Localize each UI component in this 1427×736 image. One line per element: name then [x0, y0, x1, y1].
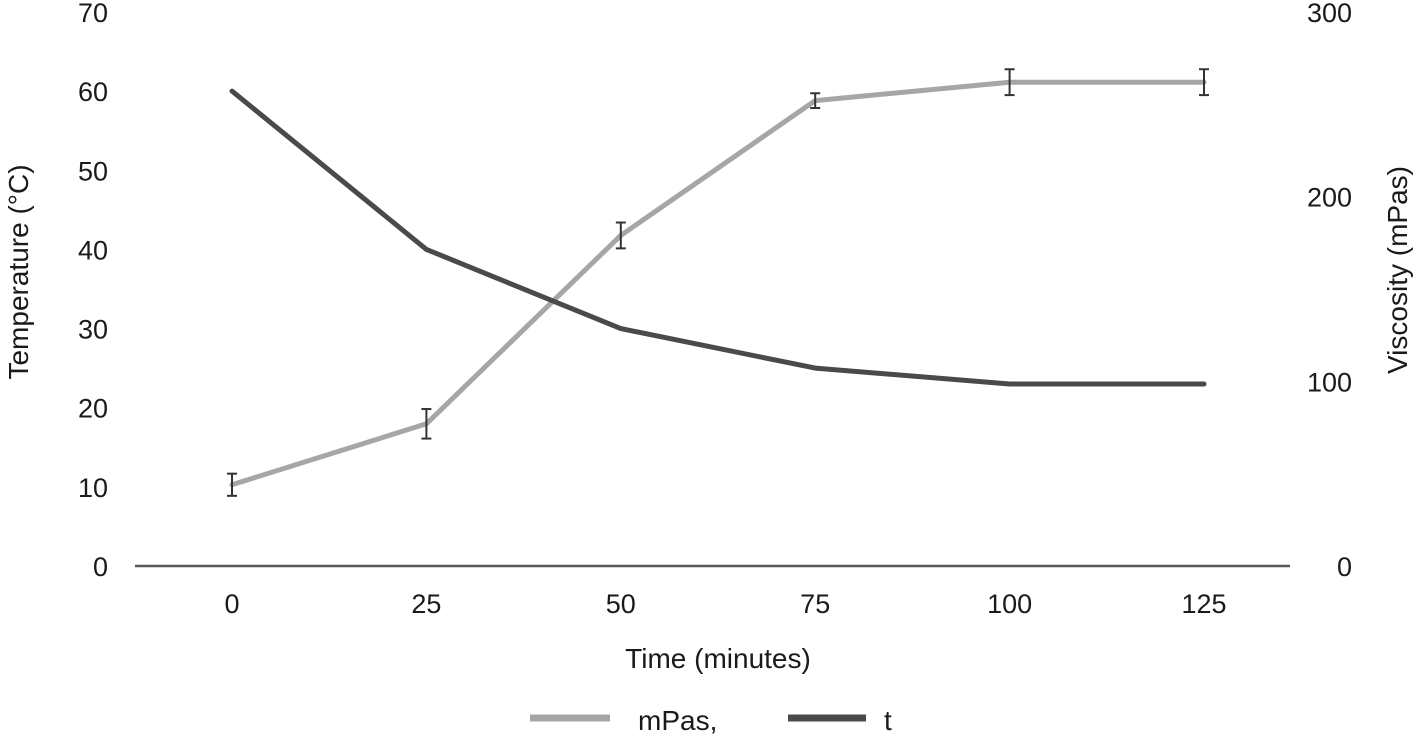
x-axis-title: Time (minutes) — [625, 643, 811, 674]
y-axis-left-title: Temperature (°C) — [3, 164, 34, 379]
y-left-tick-label: 40 — [78, 235, 108, 265]
y-right-tick-label: 0 — [1337, 552, 1352, 582]
series-line-viscosity — [229, 79, 1207, 488]
x-tick-label: 75 — [800, 589, 830, 619]
y-left-tick-label: 30 — [78, 315, 108, 345]
legend-label-temperature: t — [884, 705, 892, 736]
series-line-temperature — [229, 88, 1207, 387]
series-group — [227, 68, 1209, 497]
y-right-tick-label: 100 — [1307, 367, 1352, 397]
y-left-tick-label: 0 — [93, 552, 108, 582]
x-tick-label: 50 — [606, 589, 636, 619]
y-right-tick-label: 300 — [1307, 0, 1352, 28]
legend: mPas, t — [530, 705, 892, 736]
y-left-tick-label: 20 — [78, 394, 108, 424]
error-bar — [227, 472, 237, 497]
error-bar — [1004, 68, 1015, 97]
x-tick-label: 125 — [1181, 589, 1226, 619]
error-bar — [615, 221, 626, 250]
x-tick-label: 25 — [411, 589, 441, 619]
error-bar — [1199, 68, 1209, 97]
y-axis-right-title: Viscosity (mPas) — [1382, 166, 1413, 374]
y-left-tick-label: 60 — [78, 77, 108, 107]
tick-labels-group: 0 25 50 75 100 125 0 10 20 30 40 50 60 70 0 100 200 300 — [78, 0, 1352, 619]
error-bar — [421, 408, 432, 440]
error-bar — [810, 92, 821, 110]
y-right-tick-label: 200 — [1307, 183, 1352, 213]
y-left-tick-label: 70 — [78, 0, 108, 28]
x-tick-label: 0 — [224, 589, 239, 619]
y-left-tick-label: 10 — [78, 473, 108, 503]
y-left-tick-label: 50 — [78, 156, 108, 186]
x-tick-label: 100 — [987, 589, 1032, 619]
legend-label-viscosity: mPas, — [638, 705, 717, 736]
